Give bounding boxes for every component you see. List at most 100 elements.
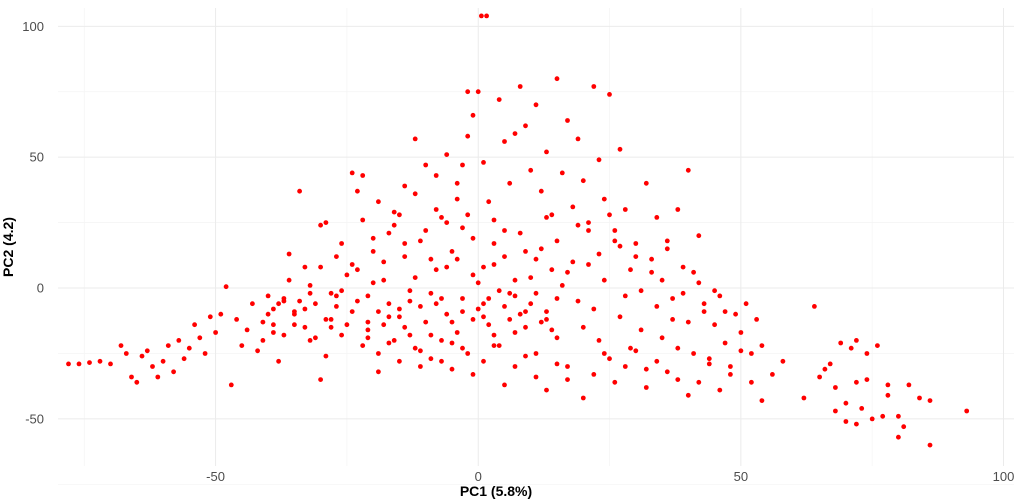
data-point xyxy=(612,379,618,385)
data-point xyxy=(701,309,707,314)
data-point xyxy=(507,317,513,322)
data-point xyxy=(134,379,140,385)
data-point xyxy=(496,343,502,348)
data-point xyxy=(607,356,612,362)
data-point xyxy=(848,345,854,351)
data-point xyxy=(307,338,313,343)
data-point xyxy=(181,356,187,362)
data-point xyxy=(439,215,444,220)
data-point xyxy=(402,241,408,246)
data-point xyxy=(617,314,623,320)
data-point xyxy=(575,136,581,142)
data-point xyxy=(155,374,161,380)
data-point xyxy=(523,123,528,129)
data-point xyxy=(481,301,486,307)
data-point xyxy=(365,335,371,341)
data-point xyxy=(638,327,644,333)
data-point xyxy=(691,269,696,275)
data-point xyxy=(412,275,418,280)
data-point xyxy=(334,254,339,259)
data-point xyxy=(260,319,266,325)
data-point xyxy=(580,178,586,184)
data-point xyxy=(481,160,486,165)
data-point xyxy=(349,309,355,314)
data-point xyxy=(444,220,450,226)
data-point xyxy=(491,332,497,338)
data-point xyxy=(386,340,392,346)
data-point xyxy=(365,327,371,333)
data-point xyxy=(412,136,418,142)
data-point xyxy=(323,317,329,322)
data-point xyxy=(470,317,476,322)
data-point xyxy=(728,372,733,377)
data-point xyxy=(360,343,366,348)
data-point xyxy=(118,343,124,348)
data-point xyxy=(302,324,308,330)
data-point xyxy=(523,353,528,359)
data-point xyxy=(475,306,481,312)
data-point xyxy=(334,304,339,309)
data-point xyxy=(428,290,434,296)
data-point xyxy=(250,301,255,307)
data-point xyxy=(901,424,907,430)
data-point xyxy=(370,249,376,254)
data-point xyxy=(685,319,691,325)
data-point xyxy=(596,251,602,257)
data-point xyxy=(607,212,612,218)
data-point xyxy=(523,249,528,254)
data-point xyxy=(318,264,323,270)
data-point xyxy=(323,220,329,226)
data-point xyxy=(381,277,387,283)
data-point xyxy=(271,322,276,328)
data-point xyxy=(544,149,549,155)
data-point xyxy=(244,327,250,333)
data-point xyxy=(565,269,570,275)
x-tick-label: 100 xyxy=(993,469,1015,484)
data-point xyxy=(418,304,423,309)
data-point xyxy=(370,235,376,241)
data-point xyxy=(875,343,880,348)
data-point xyxy=(685,167,691,173)
data-point xyxy=(701,301,707,307)
data-point xyxy=(528,301,534,307)
data-point xyxy=(696,233,702,239)
data-point xyxy=(123,351,129,356)
data-point xyxy=(344,272,350,278)
data-point xyxy=(470,272,476,278)
data-point xyxy=(449,249,455,254)
data-point xyxy=(523,324,528,330)
data-point xyxy=(255,348,260,354)
data-point xyxy=(397,212,402,218)
data-point xyxy=(465,212,471,218)
data-point xyxy=(271,306,276,312)
data-point xyxy=(749,379,754,385)
data-point xyxy=(344,322,350,328)
data-point xyxy=(512,293,518,299)
x-tick-label: -50 xyxy=(206,469,225,484)
data-point xyxy=(869,416,875,422)
data-point xyxy=(349,170,355,176)
data-point xyxy=(591,372,597,377)
data-point xyxy=(339,332,344,338)
data-point xyxy=(617,146,623,152)
data-point xyxy=(496,288,502,294)
data-point xyxy=(706,361,712,367)
data-point xyxy=(822,366,828,372)
data-point xyxy=(144,348,150,354)
data-point xyxy=(370,280,376,286)
data-point xyxy=(439,338,444,343)
data-point xyxy=(528,167,534,173)
data-point xyxy=(460,309,465,314)
points-layer xyxy=(66,13,970,448)
data-point xyxy=(150,364,155,369)
data-point xyxy=(192,322,198,328)
data-point xyxy=(276,358,281,364)
data-point xyxy=(554,361,560,367)
data-point xyxy=(481,358,486,364)
data-point xyxy=(812,304,817,309)
data-point xyxy=(675,207,681,212)
data-point xyxy=(302,264,308,270)
data-point xyxy=(470,112,476,118)
data-point xyxy=(533,351,539,356)
